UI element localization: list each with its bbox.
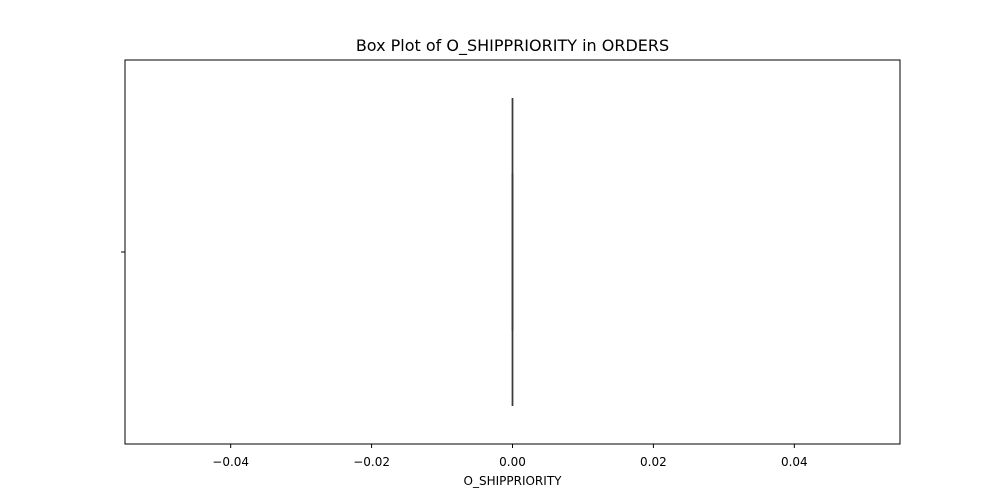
x-tick-label: 0.02 [640,455,667,469]
chart-title: Box Plot of O_SHIPPRIORITY in ORDERS [356,36,669,56]
x-tick-label: 0.04 [781,455,808,469]
x-tick-label: −0.04 [212,455,249,469]
x-tick-label: 0.00 [499,455,526,469]
x-axis-label: O_SHIPPRIORITY [464,474,563,488]
x-axis-ticks: −0.04 −0.02 0.00 0.02 0.04 [212,444,807,469]
x-tick-label: −0.02 [353,455,390,469]
